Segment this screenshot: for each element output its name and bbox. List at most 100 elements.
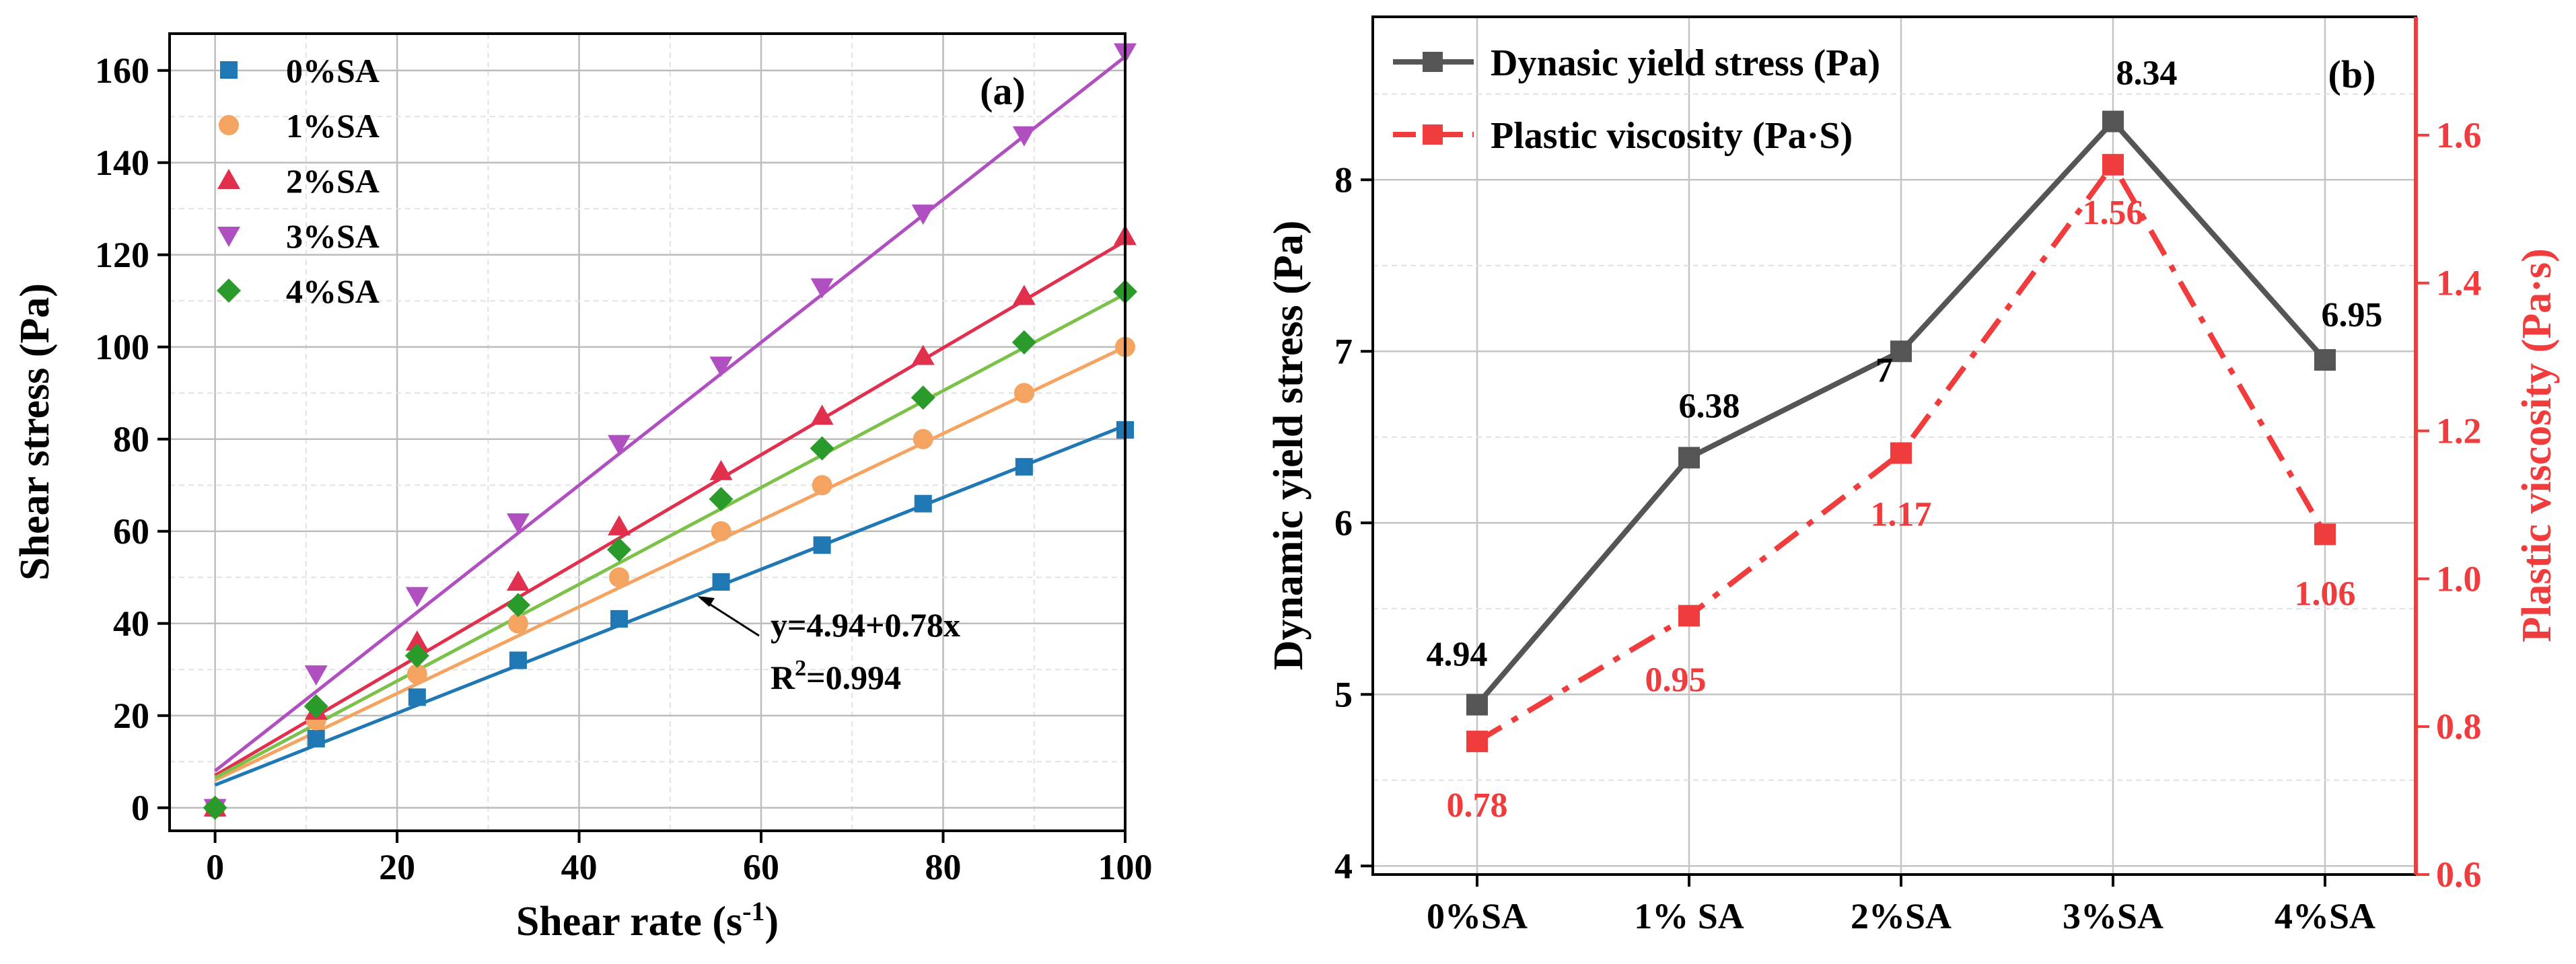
data-point — [1013, 383, 1034, 404]
x-tick-label: 60 — [743, 847, 779, 887]
data-point — [607, 537, 632, 562]
chart-a-panel-label: (a) — [980, 69, 1026, 113]
chart-b-ticks: 0%SA 1% SA 2%SA 3%SA 4%SA 4 5 6 7 8 0.6 0.8 1.0 1.2 1.… — [1334, 115, 2482, 936]
y-tick-label: 120 — [95, 235, 149, 275]
plastic-viscosity-line — [1475, 161, 2328, 744]
y-tick-label: 40 — [113, 603, 149, 644]
y-tick-label: 80 — [113, 419, 149, 459]
data-point — [1015, 457, 1033, 476]
fit-line-4pct-sa — [214, 292, 1126, 780]
data-point — [307, 730, 325, 748]
chart-a-xlabel: Shear rate (s-1) — [516, 896, 779, 944]
chart-a-ylabel: Shear stress (Pa) — [12, 283, 58, 581]
legend-label: 4%SA — [286, 272, 380, 310]
x-tick-label: 2%SA — [1851, 896, 1952, 936]
chart-a-legend: 0%SA 1%SA 2%SA 3%SA 4%SA — [217, 52, 380, 310]
chart-b-legend: Dynasic yield stress (Pa) Plastic viscosi… — [1393, 42, 1880, 157]
right-y-tick-label: 1.4 — [2436, 263, 2482, 303]
data-point — [813, 536, 831, 554]
data-point — [609, 567, 630, 588]
data-point — [1678, 447, 1700, 469]
legend-marker — [1423, 124, 1443, 145]
x-tick-label: 40 — [561, 847, 598, 887]
legend-marker — [219, 115, 239, 135]
data-point — [810, 436, 834, 461]
data-point — [1890, 340, 1912, 363]
fit-line-0pct-sa — [214, 424, 1126, 787]
fit-equation: y=4.94+0.78x — [771, 606, 960, 644]
data-point — [404, 643, 429, 668]
chart-a: 0 20 40 60 80 100 0 20 40 60 80 100 120 140 160 Shear … — [12, 32, 1153, 944]
legend-label: Plastic viscosity (Pa·S) — [1491, 115, 1853, 157]
chart-b-grid — [1373, 17, 2416, 875]
data-point — [711, 521, 731, 542]
data-label: 6.38 — [1679, 387, 1740, 425]
data-point — [911, 344, 935, 365]
data-point — [709, 486, 734, 511]
data-point — [507, 613, 528, 634]
data-point — [610, 609, 629, 628]
chart-b-panel-label: (b) — [2328, 52, 2376, 96]
right-y-tick-label: 0.8 — [2436, 706, 2482, 747]
chart-b-points — [1466, 110, 2336, 753]
legend-marker — [220, 61, 238, 79]
data-point — [1012, 126, 1036, 147]
data-point — [505, 593, 530, 618]
chart-b-right-ylabel: Plastic viscosity (Pa·s) — [2514, 248, 2560, 642]
data-point — [709, 357, 733, 377]
data-point — [910, 385, 935, 410]
data-point — [1890, 442, 1912, 464]
chart-b-data-labels: 4.94 6.38 7 8.34 6.95 0.78 0.95 1.17 1.56 1.06 — [1427, 54, 2383, 825]
data-point — [2102, 110, 2124, 133]
data-point — [405, 630, 429, 651]
data-point — [1466, 694, 1488, 716]
data-label: 1.56 — [2083, 194, 2144, 232]
right-y-tick-label: 1.0 — [2436, 558, 2482, 599]
data-point — [506, 570, 530, 591]
x-tick-label: 100 — [1098, 847, 1153, 887]
chart-a-ticks: 0 20 40 60 80 100 0 20 40 60 80 100 120 140 160 — [95, 50, 1153, 887]
data-point — [304, 665, 328, 686]
y-tick-label: 60 — [113, 511, 149, 552]
data-label: 6.95 — [2322, 296, 2383, 334]
data-point — [303, 694, 328, 719]
data-point — [608, 515, 631, 535]
data-label: 1.06 — [2295, 574, 2356, 613]
y-tick-label: 140 — [95, 143, 149, 183]
x-tick-label: 0 — [206, 847, 224, 887]
data-label: 8.34 — [2116, 54, 2178, 93]
y-tick-label: 100 — [95, 327, 149, 367]
chart-b-left-ylabel: Dynamic yield stress (Pa) — [1266, 221, 1312, 671]
fit-line-1pct-sa — [214, 345, 1126, 782]
left-y-tick-label: 4 — [1334, 846, 1353, 886]
fit-r-squared: R2=0.994 — [771, 656, 901, 696]
data-point — [2314, 349, 2336, 371]
data-point — [709, 459, 733, 480]
legend-label: 1%SA — [286, 107, 380, 145]
x-tick-label: 80 — [925, 847, 962, 887]
data-point — [1011, 330, 1036, 355]
fit-line-2pct-sa — [214, 239, 1126, 777]
data-point — [1678, 605, 1700, 627]
annotation-arrowhead — [697, 596, 715, 607]
legend-marker — [1423, 52, 1443, 72]
y-tick-label: 160 — [95, 50, 149, 91]
x-tick-label: 3%SA — [2063, 896, 2163, 936]
left-y-tick-label: 8 — [1334, 159, 1353, 200]
data-point — [405, 587, 429, 607]
data-label: 0.95 — [1645, 661, 1707, 699]
annotation-arrow — [701, 597, 760, 637]
data-point — [812, 475, 832, 496]
data-point — [408, 688, 426, 706]
data-label: 4.94 — [1427, 636, 1488, 674]
data-label: 7 — [1875, 351, 1893, 390]
data-point — [608, 435, 631, 455]
legend-label: 0%SA — [286, 52, 380, 89]
legend-marker — [217, 279, 241, 303]
data-point — [506, 513, 530, 534]
data-label: 0.78 — [1447, 786, 1508, 825]
data-point — [2314, 523, 2336, 546]
data-point — [911, 205, 935, 225]
